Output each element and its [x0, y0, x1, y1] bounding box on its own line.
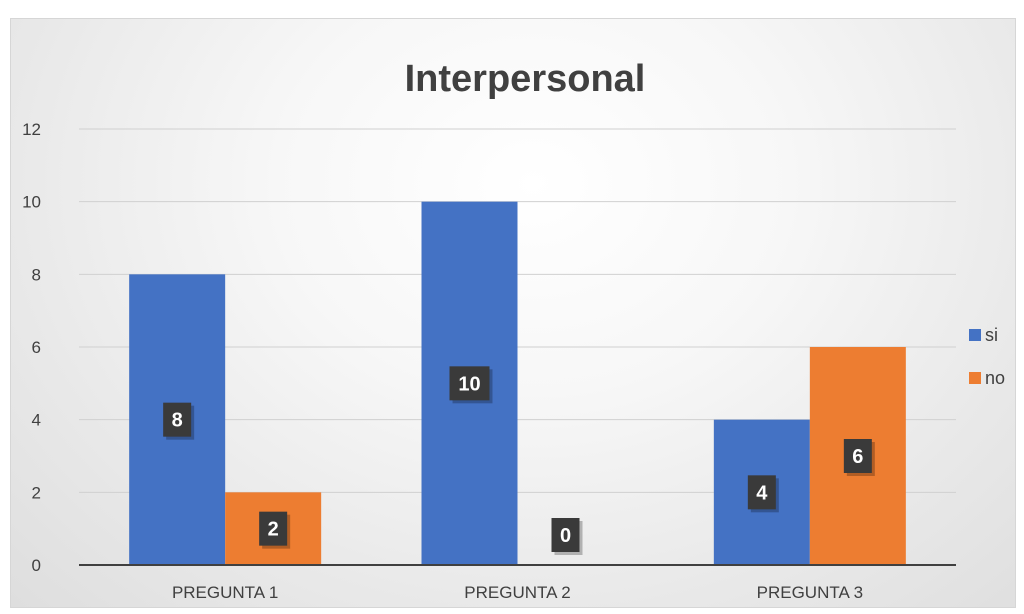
x-axis-category-labels: PREGUNTA 1 PREGUNTA 2 PREGUNTA 3	[172, 583, 863, 602]
y-axis-tick-labels: 0 2 4 6 8 10 12	[22, 120, 41, 575]
data-label-no-2: 0	[560, 525, 571, 547]
y-tick-label: 12	[22, 120, 41, 139]
data-label-no-1: 2	[268, 519, 279, 541]
y-tick-label: 2	[32, 483, 41, 502]
data-label-si-3: 4	[756, 482, 768, 504]
data-label-box	[163, 402, 192, 437]
y-tick-label: 8	[32, 265, 41, 284]
data-label-box	[747, 475, 776, 510]
x-category-label: PREGUNTA 3	[757, 583, 863, 602]
legend-label-no: no	[985, 368, 1005, 388]
legend-swatch-si	[969, 329, 981, 341]
chart-svg: Interpersonal 0 2 4 6 8 10 12 8 2 10 0 4 6 PREGUNTA…	[22, 58, 1005, 602]
y-tick-label: 4	[32, 411, 41, 430]
data-label-si-2: 10	[458, 373, 480, 395]
legend-label-si: si	[985, 325, 998, 345]
x-category-label: PREGUNTA 1	[172, 583, 278, 602]
data-labels: 8 2 10 0 4 6	[163, 366, 875, 555]
data-label-si-1: 8	[172, 410, 183, 432]
y-tick-label: 10	[22, 193, 41, 212]
chart-area: Interpersonal 0 2 4 6 8 10 12 8 2 10 0 4 6 PREGUNTA…	[10, 18, 1016, 608]
y-tick-label: 0	[32, 556, 41, 575]
bars	[129, 201, 906, 565]
chart-title: Interpersonal	[405, 58, 646, 100]
y-tick-label: 6	[32, 338, 41, 357]
data-label-box	[843, 439, 872, 473]
data-label-box	[259, 511, 288, 546]
legend-swatch-no	[969, 372, 981, 384]
x-category-label: PREGUNTA 2	[464, 583, 570, 602]
data-label-box	[551, 518, 580, 552]
data-label-box	[449, 366, 490, 401]
legend: si no	[969, 325, 1005, 388]
data-label-no-3: 6	[852, 446, 863, 468]
